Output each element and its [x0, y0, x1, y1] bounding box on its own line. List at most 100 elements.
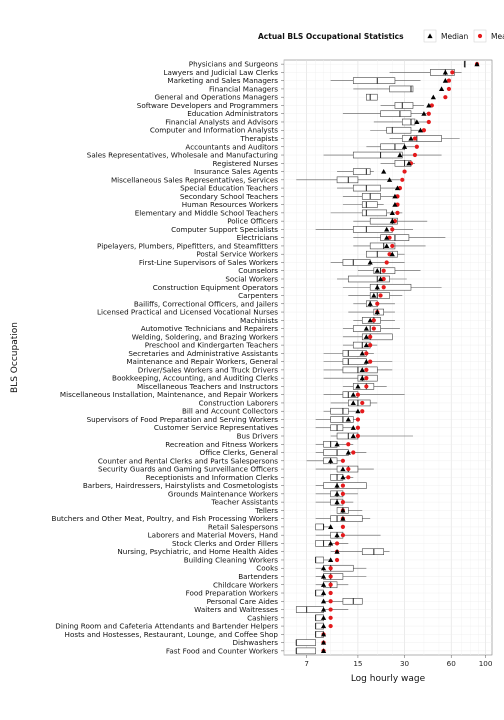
box	[296, 607, 323, 613]
bls-mean-marker	[329, 599, 333, 603]
bls-mean-marker	[341, 459, 345, 463]
box	[324, 450, 349, 456]
bls-mean-marker	[375, 302, 379, 306]
x-tick-label: 30	[400, 659, 410, 668]
bls-mean-marker	[356, 393, 360, 397]
x-tick-label: 15	[353, 659, 362, 668]
box	[362, 193, 380, 199]
bls-mean-marker	[346, 467, 350, 471]
bls-mean-marker	[341, 500, 345, 504]
bls-mean-marker	[368, 360, 372, 364]
bls-mean-marker	[341, 483, 345, 487]
box	[387, 127, 411, 133]
bls-mean-marker	[395, 211, 399, 215]
box	[381, 111, 411, 117]
x-tick-label: 60	[447, 659, 457, 668]
bls-mean-marker	[372, 326, 376, 330]
category-label: Fast Food and Counter Workers	[166, 646, 278, 655]
bls-mean-marker	[427, 112, 431, 116]
bls-mean-marker	[415, 145, 419, 149]
bls-mean-marker	[364, 376, 368, 380]
bls-mean-marker	[356, 434, 360, 438]
bls-mean-marker	[329, 624, 333, 628]
box	[362, 549, 383, 555]
bls-mean-marker	[335, 541, 339, 545]
bls-mean-marker	[329, 591, 333, 595]
bls-mean-marker	[413, 153, 417, 157]
bls-mean-marker	[351, 450, 355, 454]
box	[331, 408, 349, 414]
bls-mean-marker	[356, 426, 360, 430]
x-tick-label: 100	[479, 659, 493, 668]
bls-mean-marker	[413, 136, 417, 140]
bls-mean-marker	[329, 566, 333, 570]
box	[316, 524, 324, 530]
bls-mean-marker	[443, 95, 447, 99]
box	[324, 565, 354, 571]
legend-entry-mean: Mean	[474, 30, 504, 42]
bls-mean-marker	[360, 409, 364, 413]
box	[324, 574, 343, 580]
box	[331, 417, 354, 423]
bls-mean-marker	[368, 335, 372, 339]
bls-mean-marker	[341, 492, 345, 496]
bls-mean-marker	[402, 169, 406, 173]
box	[343, 367, 377, 373]
box	[331, 516, 363, 522]
box	[353, 152, 402, 158]
bls-mean-marker	[364, 368, 368, 372]
box	[343, 359, 366, 365]
box	[343, 598, 362, 604]
bls-mean-marker	[378, 293, 382, 297]
x-axis-title: Log hourly wage	[351, 674, 426, 684]
box	[343, 392, 358, 398]
box	[316, 557, 324, 563]
bls-mean-marker	[360, 401, 364, 405]
bls-mean-marker	[390, 227, 394, 231]
bls-mean-marker	[427, 120, 431, 124]
box	[337, 433, 358, 439]
bls-mean-marker	[390, 244, 394, 248]
bls-mean-marker	[356, 417, 360, 421]
box	[348, 400, 370, 406]
bls-mean-marker	[368, 343, 372, 347]
box	[402, 136, 441, 142]
box	[353, 185, 380, 191]
bls-mean-marker	[346, 442, 350, 446]
y-axis-title: BLS Occupation	[10, 322, 20, 393]
bls-mean-marker	[450, 70, 454, 74]
legend-label: Mean	[491, 32, 504, 41]
box	[366, 94, 377, 100]
box	[343, 259, 370, 265]
legend-title: Actual BLS Occupational Statistics	[258, 32, 404, 41]
bls-mean-marker	[346, 475, 350, 479]
bls-mean-marker	[335, 558, 339, 562]
bls-mean-marker	[385, 260, 389, 264]
box	[381, 144, 405, 150]
legend-label: Median	[441, 32, 469, 41]
bls-mean-marker	[329, 607, 333, 611]
bls-mean-marker	[329, 574, 333, 578]
x-ticks: 7 15 30 60 100	[304, 655, 493, 668]
bls-mean-marker	[341, 533, 345, 537]
bls-mean-marker	[329, 583, 333, 587]
box	[296, 648, 315, 654]
box	[296, 640, 315, 646]
box	[353, 169, 370, 175]
bls-mean-marker	[364, 351, 368, 355]
box	[390, 86, 413, 92]
category-labels: Physicians and SurgeonsLawyers and Judic…	[52, 60, 284, 656]
bls-mean-marker	[400, 178, 404, 182]
box	[402, 119, 415, 125]
bls-mean-marker	[447, 87, 451, 91]
bls-mean-marker	[329, 616, 333, 620]
box	[353, 383, 374, 389]
x-tick-label: 7	[304, 659, 309, 668]
box	[395, 102, 413, 108]
bls-mean-marker	[382, 285, 386, 289]
box	[362, 202, 377, 208]
bls-mean-marker	[364, 384, 368, 388]
legend: Actual BLS Occupational Statistics Media…	[258, 30, 504, 42]
legend-circle-icon	[478, 34, 482, 38]
